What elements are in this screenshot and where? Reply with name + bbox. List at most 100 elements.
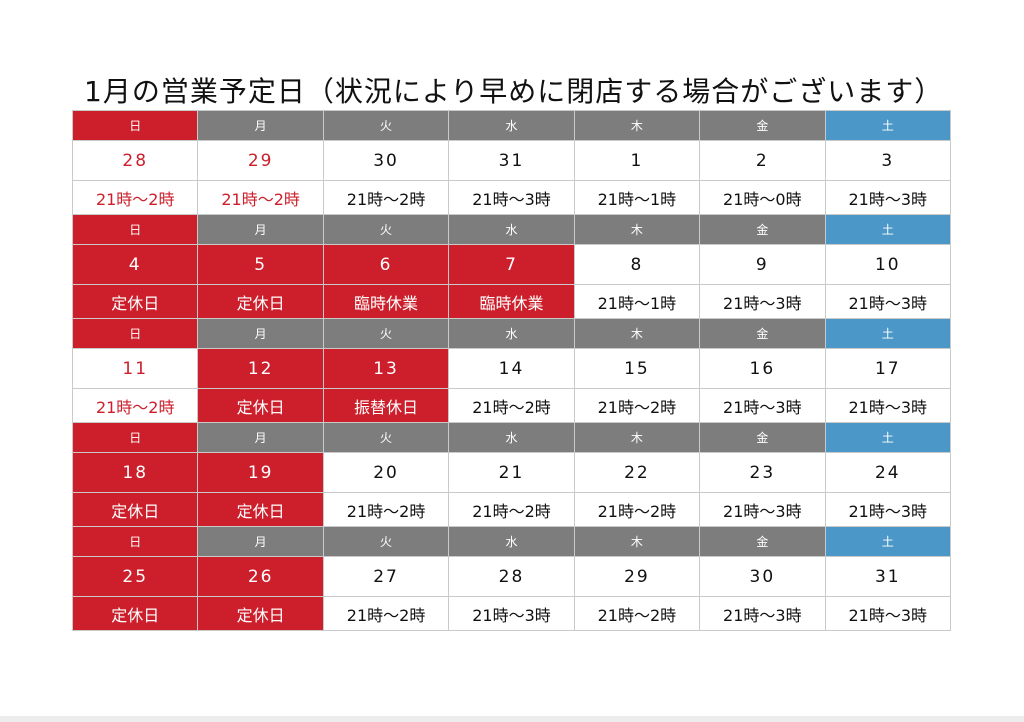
date-cell: 25 bbox=[71, 556, 199, 597]
weekday-header-cell: 金 bbox=[699, 422, 826, 453]
weekday-header-cell: 火 bbox=[322, 214, 450, 245]
closed-day-cell: 振替休日 bbox=[322, 388, 450, 423]
business-hours-cell: 21時〜3時 bbox=[448, 596, 575, 631]
weekday-header-cell: 木 bbox=[573, 110, 701, 141]
closed-day-cell: 定休日 bbox=[71, 284, 199, 319]
weekday-header-cell: 木 bbox=[573, 214, 701, 245]
weekday-header-cell: 月 bbox=[197, 110, 324, 141]
date-cell: 9 bbox=[699, 244, 826, 285]
weekday-header-cell: 土 bbox=[824, 110, 952, 141]
weekday-header-cell: 土 bbox=[824, 318, 952, 349]
weekday-header-row: 日月火水木金土 bbox=[71, 526, 952, 557]
closed-day-cell: 定休日 bbox=[197, 492, 324, 527]
date-cell: 18 bbox=[71, 452, 199, 493]
weekday-header-row: 日月火水木金土 bbox=[71, 110, 952, 141]
weekday-header-row: 日月火水木金土 bbox=[71, 422, 952, 453]
date-cell: 7 bbox=[448, 244, 575, 285]
weekday-header-cell: 金 bbox=[699, 214, 826, 245]
closed-day-cell: 定休日 bbox=[197, 596, 324, 631]
date-cell: 20 bbox=[322, 452, 450, 493]
date-cell: 12 bbox=[197, 348, 324, 389]
weekday-header-cell: 金 bbox=[699, 318, 826, 349]
weekday-header-cell: 日 bbox=[71, 214, 199, 245]
date-row: 25 26 27 28 29 30 31 bbox=[71, 556, 952, 597]
closed-day-cell: 定休日 bbox=[197, 388, 324, 423]
date-cell: 30 bbox=[699, 556, 826, 597]
date-cell: 21 bbox=[448, 452, 575, 493]
date-cell: 29 bbox=[197, 140, 324, 181]
weekday-header-cell: 火 bbox=[322, 422, 450, 453]
date-cell: 4 bbox=[71, 244, 199, 285]
business-hours-cell: 21時〜3時 bbox=[824, 388, 952, 423]
weekday-header-cell: 金 bbox=[699, 110, 826, 141]
weekday-header-row: 日月火水木金土 bbox=[71, 214, 952, 245]
date-cell: 1 bbox=[573, 140, 701, 181]
business-hours-cell: 21時〜3時 bbox=[699, 284, 826, 319]
date-cell: 5 bbox=[197, 244, 324, 285]
business-hours-cell: 21時〜3時 bbox=[699, 596, 826, 631]
business-hours-cell: 21時〜2時 bbox=[322, 180, 450, 215]
weekday-header-cell: 水 bbox=[448, 526, 575, 557]
weekday-header-cell: 水 bbox=[448, 422, 575, 453]
date-cell: 8 bbox=[573, 244, 701, 285]
date-cell: 3 bbox=[824, 140, 952, 181]
weekday-header-cell: 土 bbox=[824, 214, 952, 245]
weekday-header-cell: 日 bbox=[71, 110, 199, 141]
weekday-header-cell: 土 bbox=[824, 422, 952, 453]
date-row: 18 19 20 21 22 23 24 bbox=[71, 452, 952, 493]
business-hours-cell: 21時〜2時 bbox=[573, 596, 701, 631]
weekday-header-cell: 水 bbox=[448, 214, 575, 245]
business-hours-cell: 21時〜3時 bbox=[448, 180, 575, 215]
weekday-header-cell: 月 bbox=[197, 422, 324, 453]
business-hours-cell: 21時〜2時 bbox=[322, 492, 450, 527]
date-cell: 31 bbox=[448, 140, 575, 181]
business-hours-cell: 21時〜3時 bbox=[824, 596, 952, 631]
date-cell: 19 bbox=[197, 452, 324, 493]
weekday-header-cell: 日 bbox=[71, 318, 199, 349]
closed-day-cell: 臨時休業 bbox=[322, 284, 450, 319]
business-hours-cell: 21時〜2時 bbox=[71, 180, 199, 215]
weekday-header-cell: 月 bbox=[197, 214, 324, 245]
date-row: 28 29 30 31 1 2 3 bbox=[71, 140, 952, 181]
date-cell: 6 bbox=[322, 244, 450, 285]
date-row: 4 5 6 7 8 9 10 bbox=[71, 244, 952, 285]
hours-row: 21時〜2時 定休日 振替休日 21時〜2時 21時〜2時 21時〜3時 21時〜3時 bbox=[71, 388, 952, 423]
date-cell: 28 bbox=[71, 140, 199, 181]
business-hours-cell: 21時〜2時 bbox=[197, 180, 324, 215]
weekday-header-cell: 月 bbox=[197, 318, 324, 349]
date-cell: 16 bbox=[699, 348, 826, 389]
date-cell: 23 bbox=[699, 452, 826, 493]
business-hours-cell: 21時〜2時 bbox=[573, 388, 701, 423]
business-hours-cell: 21時〜2時 bbox=[71, 388, 199, 423]
business-hours-cell: 21時〜2時 bbox=[448, 492, 575, 527]
date-cell: 26 bbox=[197, 556, 324, 597]
weekday-header-cell: 火 bbox=[322, 526, 450, 557]
hours-row: 定休日 定休日 21時〜2時 21時〜2時 21時〜2時 21時〜3時 21時〜3時 bbox=[71, 492, 952, 527]
date-cell: 22 bbox=[573, 452, 701, 493]
business-hours-cell: 21時〜3時 bbox=[699, 388, 826, 423]
date-cell: 28 bbox=[448, 556, 575, 597]
date-cell: 15 bbox=[573, 348, 701, 389]
date-cell: 30 bbox=[322, 140, 450, 181]
weekday-header-cell: 火 bbox=[322, 110, 450, 141]
closed-day-cell: 臨時休業 bbox=[448, 284, 575, 319]
weekday-header-cell: 日 bbox=[71, 526, 199, 557]
date-cell: 24 bbox=[824, 452, 952, 493]
hours-row: 定休日 定休日 臨時休業 臨時休業 21時〜1時 21時〜3時 21時〜3時 bbox=[71, 284, 952, 319]
business-hours-cell: 21時〜3時 bbox=[824, 492, 952, 527]
page-title: 1月の営業予定日（状況により早めに閉店する場合がございます） bbox=[84, 75, 944, 108]
weekday-header-cell: 木 bbox=[573, 422, 701, 453]
schedule-calendar: 日月火水木金土 28 29 30 31 1 2 3 21時〜2時 21時〜2時 21時〜2時 21時〜… bbox=[71, 110, 952, 631]
business-hours-cell: 21時〜3時 bbox=[824, 180, 952, 215]
business-hours-cell: 21時〜3時 bbox=[824, 284, 952, 319]
weekday-header-cell: 金 bbox=[699, 526, 826, 557]
date-cell: 13 bbox=[322, 348, 450, 389]
hours-row: 21時〜2時 21時〜2時 21時〜2時 21時〜3時 21時〜1時 21時〜0時 21時〜… bbox=[71, 180, 952, 215]
date-cell: 31 bbox=[824, 556, 952, 597]
weekday-header-cell: 木 bbox=[573, 526, 701, 557]
business-hours-cell: 21時〜2時 bbox=[322, 596, 450, 631]
weekday-header-cell: 水 bbox=[448, 318, 575, 349]
business-hours-cell: 21時〜3時 bbox=[699, 492, 826, 527]
weekday-header-row: 日月火水木金土 bbox=[71, 318, 952, 349]
calendar-body: 日月火水木金土 28 29 30 31 1 2 3 21時〜2時 21時〜2時 21時〜2時 21時〜… bbox=[71, 110, 952, 631]
